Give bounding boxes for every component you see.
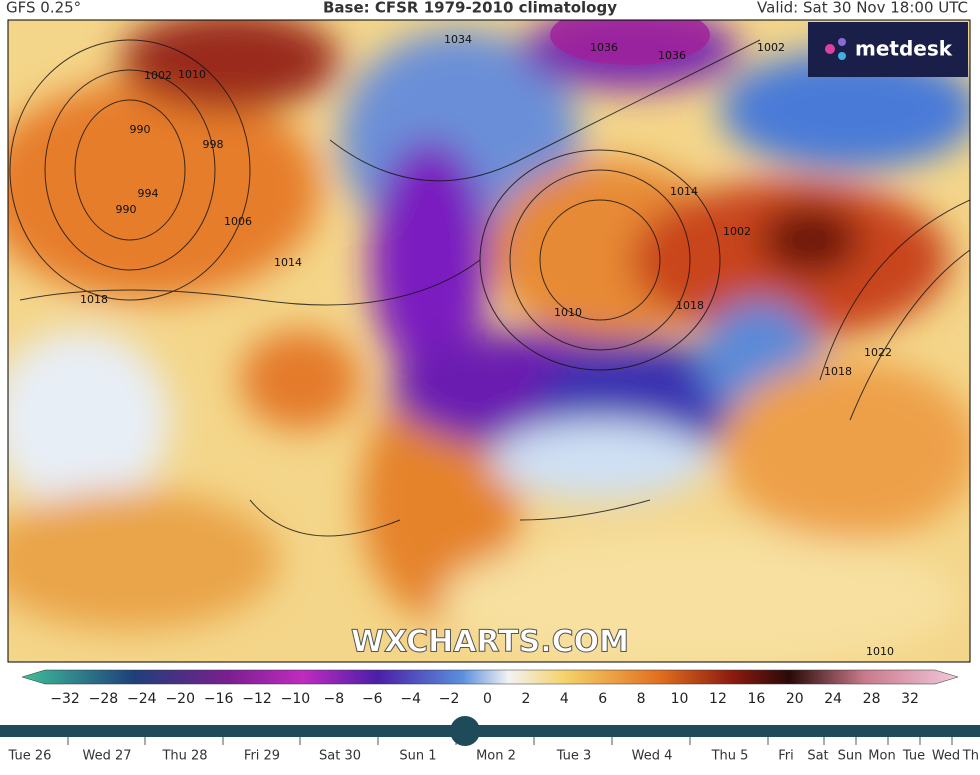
timeline-day[interactable]: Wed 4 bbox=[632, 749, 673, 764]
colorbar-tick-label: −16 bbox=[204, 691, 234, 707]
isobar-label: 1002 bbox=[757, 41, 785, 54]
isobar-label: 990 bbox=[116, 203, 137, 216]
colorbar-tick-label: 2 bbox=[521, 691, 530, 707]
colorbar-tick-label: −2 bbox=[439, 691, 460, 707]
timeline-day[interactable]: Sat bbox=[807, 749, 828, 764]
colorbar-tick-label: −12 bbox=[242, 691, 272, 707]
colorbar-tick-label: −32 bbox=[50, 691, 80, 707]
timeline-handle[interactable] bbox=[450, 716, 480, 746]
colorbar bbox=[21, 669, 959, 685]
colorbar-tick-label: −6 bbox=[362, 691, 383, 707]
timeline-day[interactable]: Thu 5 bbox=[711, 749, 749, 764]
timeline-day[interactable]: Tue 3 bbox=[556, 749, 592, 764]
isobar-label: 1010 bbox=[866, 645, 894, 658]
timeline-day[interactable]: Tue bbox=[902, 749, 925, 764]
colorbar-tick-label: −24 bbox=[127, 691, 157, 707]
isobar-label: 1014 bbox=[274, 256, 302, 269]
isobar-label: 1002 bbox=[144, 69, 172, 82]
isobar-label: 1036 bbox=[590, 41, 618, 54]
timeline-day[interactable]: Fri bbox=[778, 749, 794, 764]
colorbar-tick-label: 0 bbox=[483, 691, 492, 707]
colorbar-tick-label: 28 bbox=[863, 691, 881, 707]
timeline-day[interactable]: Wed bbox=[932, 749, 960, 764]
isobar-label: 998 bbox=[203, 138, 224, 151]
isobar-label: 1018 bbox=[824, 365, 852, 378]
timeline-day[interactable]: Wed 27 bbox=[82, 749, 131, 764]
valid-label: Valid: Sat 30 Nov 18:00 UTC bbox=[757, 0, 968, 17]
logo-text: metdesk bbox=[855, 37, 953, 61]
colorbar-ticks: −32 −28 −24 −20 −16 −12 −10 −8 −6 −4 −2 0 2 4 6 8 10 12 16… bbox=[50, 691, 919, 707]
colorbar-tick-label: 8 bbox=[637, 691, 646, 707]
colorbar-tick-label: 4 bbox=[560, 691, 569, 707]
map bbox=[8, 20, 970, 662]
isobar-label: 1010 bbox=[554, 306, 582, 319]
colorbar-tick-label: 12 bbox=[709, 691, 727, 707]
timeline-day[interactable]: Mon 2 bbox=[476, 749, 516, 764]
timeline-day[interactable]: Sun bbox=[838, 749, 863, 764]
timeline-day[interactable]: Sat 30 bbox=[319, 749, 361, 764]
isobar-label: 1018 bbox=[80, 293, 108, 306]
isobar-label: 994 bbox=[138, 187, 159, 200]
colorbar-tick-label: −4 bbox=[400, 691, 421, 707]
isobar-label: 1034 bbox=[444, 33, 472, 46]
colorbar-tick-label: 32 bbox=[901, 691, 919, 707]
timeline-day[interactable]: Thu bbox=[962, 749, 980, 764]
timeline-day[interactable]: Mon bbox=[868, 749, 895, 764]
colorbar-tick-label: 24 bbox=[824, 691, 842, 707]
isobar-label: 1006 bbox=[224, 215, 252, 228]
colorbar-tick-label: −28 bbox=[89, 691, 119, 707]
isobar-label: 1002 bbox=[723, 225, 751, 238]
colorbar-tick-label: −8 bbox=[324, 691, 345, 707]
logo-mark bbox=[825, 38, 846, 60]
isobar-label: 1022 bbox=[864, 346, 892, 359]
model-label: GFS 0.25° bbox=[6, 0, 81, 17]
colorbar-tick-label: 6 bbox=[598, 691, 607, 707]
timeline-day[interactable]: Fri 29 bbox=[244, 749, 280, 764]
colorbar-tick-label: −10 bbox=[281, 691, 311, 707]
colorbar-tick-label: −20 bbox=[165, 691, 195, 707]
timeline-day[interactable]: Thu 28 bbox=[161, 749, 207, 764]
timeline-day[interactable]: Tue 26 bbox=[8, 749, 52, 764]
watermark: WXCHARTS.COM bbox=[351, 625, 629, 660]
isobar-label: 1018 bbox=[676, 299, 704, 312]
timeline: Tue 26 Wed 27 Thu 28 Fri 29 Sat 30 Sun 1 Mon 2… bbox=[8, 737, 980, 764]
colorbar-tick-label: 10 bbox=[671, 691, 689, 707]
colorbar-tick-label: 20 bbox=[786, 691, 804, 707]
colorbar-tick-label: 16 bbox=[747, 691, 765, 707]
map-frame bbox=[7, 19, 971, 663]
isobar-label: 1014 bbox=[670, 185, 698, 198]
timeline-track[interactable] bbox=[0, 725, 980, 737]
base-label: Base: CFSR 1979-2010 climatology bbox=[323, 0, 617, 17]
timeline-day[interactable]: Sun 1 bbox=[399, 749, 436, 764]
isobar-label: 990 bbox=[130, 123, 151, 136]
isobar-label: 1036 bbox=[658, 49, 686, 62]
isobar-label: 1010 bbox=[178, 68, 206, 81]
